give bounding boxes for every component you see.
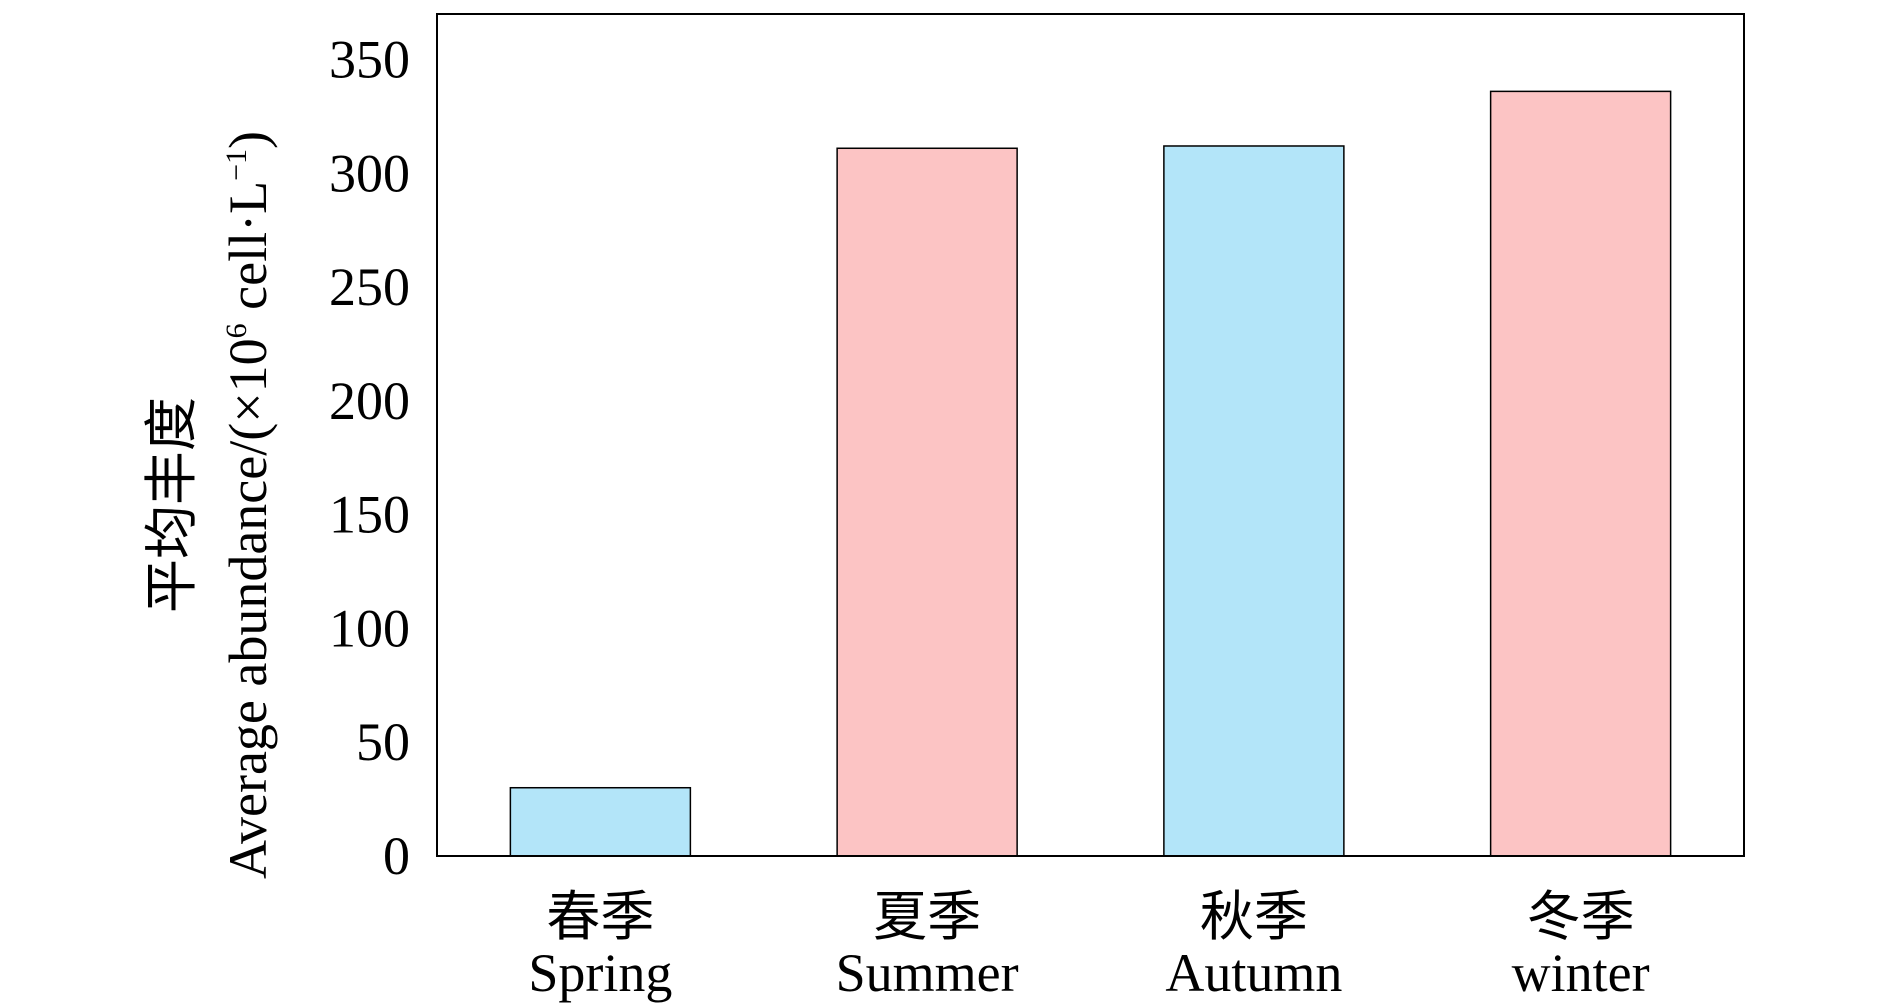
y-tick-label: 200 [329, 371, 410, 431]
y-tick-label: 300 [329, 143, 410, 203]
bar [1489, 90, 1672, 857]
x-category-label-zh: 冬季 [1527, 887, 1635, 947]
bar [836, 147, 1018, 857]
y-axis-ticks: 0 50 100 150 200 250 300 350 [329, 30, 410, 886]
x-category-label-zh: 夏季 [873, 887, 981, 947]
x-category-label-en: winter [1512, 943, 1650, 1003]
x-category-label-en: Autumn [1165, 943, 1342, 1003]
y-tick-label: 0 [383, 826, 410, 886]
x-category-label-en: Spring [528, 943, 672, 1003]
y-tick-label: 50 [356, 712, 410, 772]
y-tick-label: 150 [329, 485, 410, 545]
bar [1163, 145, 1345, 857]
y-axis-label-en: Average abundance/(×106 cell·L−1) [218, 131, 278, 879]
x-category-label-en: Summer [836, 943, 1019, 1003]
y-axis-label-zh: 平均丰度 [142, 397, 202, 613]
x-category-label-zh: 春季 [546, 887, 654, 947]
x-category-label-zh: 秋季 [1200, 887, 1308, 947]
plot-area-frame [436, 13, 1745, 857]
y-axis-label-group: 平均丰度 Average abundance/(×106 cell·L−1) [142, 131, 278, 879]
bars-layer [509, 90, 1672, 857]
y-tick-label: 100 [329, 598, 410, 658]
bar [509, 786, 692, 857]
y-tick-label: 250 [329, 257, 410, 317]
y-tick-label: 350 [329, 30, 410, 90]
